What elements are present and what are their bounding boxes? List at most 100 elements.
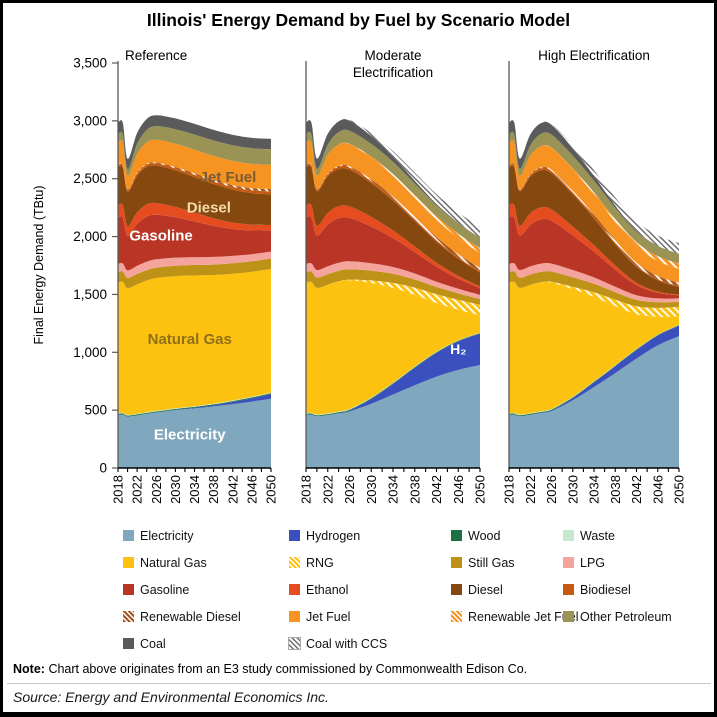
legend-swatch-wood xyxy=(451,530,462,541)
legend-swatch-electricity xyxy=(123,530,134,541)
area-natural_gas-moderate xyxy=(306,280,480,415)
area-coal_ccs-moderate xyxy=(306,118,480,238)
area-coal-moderate xyxy=(306,119,480,238)
note-label: Note: xyxy=(13,662,45,676)
x-tick-label: 2042 xyxy=(429,475,444,504)
x-tick-label: 2022 xyxy=(130,475,145,504)
legend-swatch-renewable_jet_fuel xyxy=(451,611,462,622)
annotation-gasoline: Gasoline xyxy=(129,228,192,245)
y-tick-label: 2,000 xyxy=(73,229,107,244)
legend-item-gasoline: Gasoline xyxy=(123,581,289,598)
area-other_petroleum-moderate xyxy=(306,129,480,248)
x-tick-label: 2034 xyxy=(587,475,602,504)
panel-title-moderate: Moderate Electrification xyxy=(352,48,434,80)
x-tick-label: 2050 xyxy=(264,475,279,504)
area-coal_ccs-high xyxy=(509,120,679,254)
area-hydrogen-high xyxy=(509,325,679,417)
legend-item-other_petroleum: Other Petroleum xyxy=(563,608,672,625)
area-jet_fuel-high xyxy=(509,140,679,283)
legend-label-jet_fuel: Jet Fuel xyxy=(306,609,351,624)
annotation-electricity: Electricity xyxy=(154,427,226,444)
annotation-h-: H₂ xyxy=(450,341,466,357)
legend-label-hydrogen: Hydrogen xyxy=(306,528,361,543)
chart-legend: Electricity Hydrogen Wood Waste Natural Gas R… xyxy=(123,527,672,652)
x-tick-label: 2038 xyxy=(206,475,221,504)
x-tick-label: 2038 xyxy=(608,475,623,504)
legend-label-ethanol: Ethanol xyxy=(306,582,349,597)
area-lpg-high xyxy=(509,263,679,303)
legend-item-still_gas: Still Gas xyxy=(451,554,563,571)
legend-item-electricity: Electricity xyxy=(123,527,289,544)
area-rng-moderate xyxy=(306,279,480,316)
area-ethanol-reference xyxy=(118,202,271,236)
legend-swatch-waste xyxy=(563,530,574,541)
legend-swatch-coal xyxy=(123,638,134,649)
divider-line xyxy=(7,683,711,684)
legend-item-ethanol: Ethanol xyxy=(289,581,451,598)
legend-swatch-hydrogen xyxy=(289,530,300,541)
legend-swatch-renewable_diesel xyxy=(123,611,134,622)
y-tick-label: 3,000 xyxy=(73,113,107,128)
legend-swatch-rng xyxy=(289,557,300,568)
panel-title-reference: Reference xyxy=(125,48,188,63)
annotation-jet-fuel: Jet Fuel xyxy=(200,169,257,186)
legend-label-coal_ccs: Coal with CCS xyxy=(306,636,388,651)
annotation-natural-gas: Natural Gas xyxy=(148,331,232,348)
source-text: Source: Energy and Environmental Economi… xyxy=(13,689,329,705)
note-body: Chart above originates from an E3 study … xyxy=(48,662,528,676)
x-tick-label: 2050 xyxy=(473,475,488,504)
x-tick-label: 2030 xyxy=(364,475,379,504)
x-tick-label: 2038 xyxy=(407,475,422,504)
legend-swatch-lpg xyxy=(563,557,574,568)
legend-item-rng: RNG xyxy=(289,554,451,571)
panel-title-high: High Electrification xyxy=(538,48,650,63)
y-tick-label: 1,500 xyxy=(73,287,107,302)
note-text: Note: Chart above originates from an E3 … xyxy=(13,662,527,676)
area-gasoline-high xyxy=(509,216,679,299)
area-other_petroleum-high xyxy=(509,131,679,264)
legend-label-coal: Coal xyxy=(140,636,166,651)
area-jet_fuel-moderate xyxy=(306,140,480,268)
legend-swatch-jet_fuel xyxy=(289,611,300,622)
x-tick-label: 2030 xyxy=(565,475,580,504)
legend-item-lpg: LPG xyxy=(563,554,672,571)
legend-item-biodiesel: Biodiesel xyxy=(563,581,672,598)
x-tick-label: 2026 xyxy=(544,475,559,504)
x-tick-label: 2022 xyxy=(523,475,538,504)
x-tick-label: 2026 xyxy=(342,475,357,504)
area-gasoline-moderate xyxy=(306,216,480,295)
legend-item-renewable_jet_fuel: Renewable Jet Fuel xyxy=(451,608,578,625)
area-jet_fuel-reference xyxy=(118,139,271,190)
legend-label-renewable_jet_fuel: Renewable Jet Fuel xyxy=(468,609,579,624)
area-electricity-high xyxy=(509,336,679,468)
legend-label-still_gas: Still Gas xyxy=(468,555,515,570)
area-electricity-moderate xyxy=(306,365,480,468)
x-tick-label: 2034 xyxy=(386,475,401,504)
x-tick-label: 2042 xyxy=(225,475,240,504)
area-lpg-reference xyxy=(118,251,271,279)
stacked-area-chart: 2018 2022 2026 2030 2034 2038 2042 2046 2050 2018… xyxy=(73,56,686,504)
x-tick-label: 2022 xyxy=(320,475,335,504)
x-tick-label: 2018 xyxy=(502,475,517,504)
x-tick-label: 2030 xyxy=(168,475,183,504)
legend-item-hydrogen: Hydrogen xyxy=(289,527,451,544)
area-coal-reference xyxy=(118,115,271,170)
area-biodiesel-reference xyxy=(118,163,271,195)
area-still_gas-high xyxy=(509,271,679,308)
area-still_gas-reference xyxy=(118,258,271,289)
area-biodiesel-moderate xyxy=(306,163,480,273)
area-electricity-reference xyxy=(118,398,271,468)
annotation-diesel: Diesel xyxy=(187,199,231,216)
area-still_gas-moderate xyxy=(306,269,480,305)
y-tick-label: 1,000 xyxy=(73,345,107,360)
legend-label-wood: Wood xyxy=(468,528,501,543)
legend-label-lpg: LPG xyxy=(580,555,606,570)
x-tick-label: 2046 xyxy=(451,475,466,504)
legend-label-rng: RNG xyxy=(306,555,334,570)
x-tick-label: 2046 xyxy=(244,475,259,504)
area-ethanol-high xyxy=(509,203,679,296)
legend-item-coal_ccs: Coal with CCS xyxy=(288,635,451,652)
legend-label-gasoline: Gasoline xyxy=(140,582,190,597)
area-natural_gas-high xyxy=(509,281,679,415)
